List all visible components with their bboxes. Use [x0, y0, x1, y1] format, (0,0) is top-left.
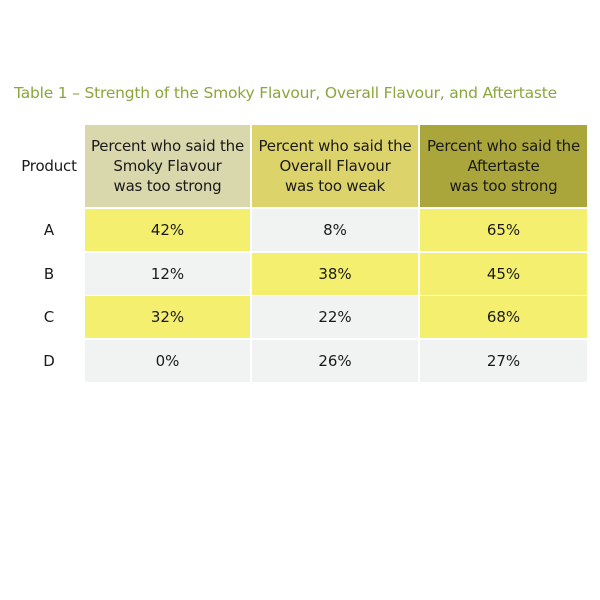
data-cell: 38%	[252, 253, 418, 295]
data-cell: 22%	[252, 296, 418, 338]
data-cell: 42%	[85, 209, 250, 251]
header-text: Smoky Flavour	[113, 157, 222, 175]
data-cell: 27%	[420, 340, 587, 382]
data-cell: 65%	[420, 209, 587, 251]
data-cell: 8%	[252, 209, 418, 251]
header-text: Overall Flavour	[279, 157, 391, 175]
table-title: Table 1 – Strength of the Smoky Flavour,…	[14, 84, 557, 102]
data-cell: 12%	[85, 253, 250, 295]
data-cell: 26%	[252, 340, 418, 382]
header-cell: Product	[15, 125, 83, 207]
header-text: was too strong	[113, 177, 222, 195]
row-label: A	[15, 209, 83, 251]
header-cell: Percent who said the Smoky Flavour was too…	[85, 125, 250, 207]
header-text: Percent who said the	[90, 137, 244, 155]
header-text: Product	[21, 157, 77, 175]
data-cell: 0%	[85, 340, 250, 382]
header-text: Aftertaste	[467, 157, 540, 175]
header-text: was too strong	[449, 177, 558, 195]
row-label: B	[15, 253, 83, 295]
header-cell: Percent who said the Overall Flavour was t…	[252, 125, 418, 207]
header-text: Percent who said the	[258, 137, 412, 155]
header-text: Percent who said the	[426, 137, 580, 155]
row-label: D	[15, 340, 83, 382]
data-cell: 68%	[420, 296, 587, 338]
header-cell: Percent who said the Aftertaste was too st…	[420, 125, 587, 207]
header-text: was too weak	[284, 177, 386, 195]
data-cell: 32%	[85, 296, 250, 338]
row-label: C	[15, 296, 83, 338]
data-cell: 45%	[420, 253, 587, 295]
